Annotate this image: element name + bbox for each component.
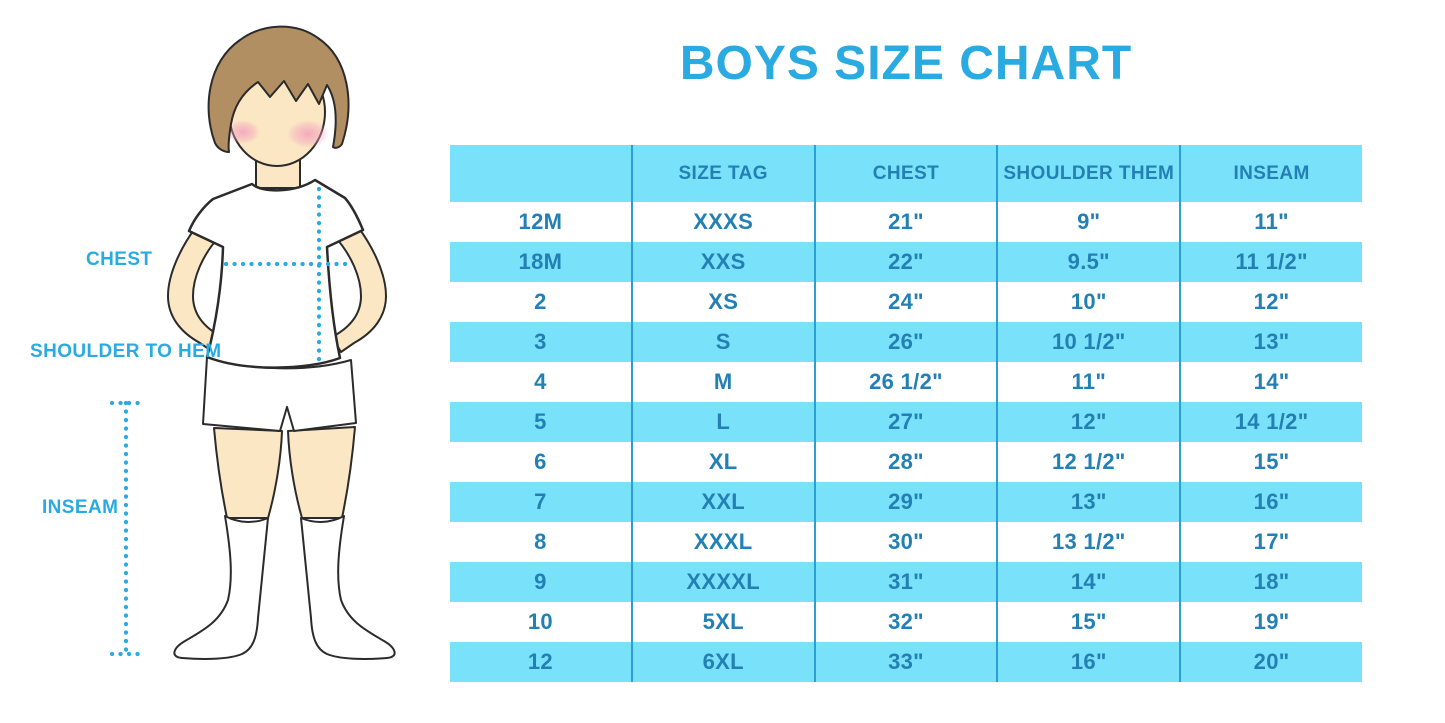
table-cell: M — [633, 362, 816, 402]
table-cell: XL — [633, 442, 816, 482]
table-cell: 3 — [450, 322, 633, 362]
table-row: 12 6XL 33" 16" 20" — [450, 642, 1362, 682]
table-cell: 14 1/2" — [1234, 409, 1309, 434]
table-cell: 6 — [450, 442, 633, 482]
header-cell: INSEAM — [1233, 162, 1310, 184]
right-sock — [300, 515, 396, 660]
table-cell: 16" — [1253, 489, 1290, 514]
table-cell: 10 — [450, 602, 633, 642]
table-cell: 22" — [816, 242, 999, 282]
table-cell: S — [633, 322, 816, 362]
table-cell: 7 — [450, 482, 633, 522]
size-chart-table: SIZE TAG CHEST SHOULDER THEM INSEAM 12M XXXS 2… — [450, 145, 1362, 682]
boy-illustration — [109, 25, 396, 660]
table-cell: 31" — [816, 562, 999, 602]
table-cell: 14" — [1253, 369, 1290, 394]
header-cell: SIZE TAG — [633, 145, 816, 202]
table-cell: 4 — [450, 362, 633, 402]
table-row: 5 L 27" 12" 14 1/2" — [450, 402, 1362, 442]
table-cell: 12" — [998, 402, 1182, 442]
table-cell: 10 1/2" — [998, 322, 1182, 362]
table-cell: 13" — [998, 482, 1182, 522]
table-cell: 18M — [450, 242, 633, 282]
table-cell: 14" — [998, 562, 1182, 602]
table-row: 8 XXXL 30" 13 1/2" 17" — [450, 522, 1362, 562]
table-row: 3 S 26" 10 1/2" 13" — [450, 322, 1362, 362]
header-cell — [450, 145, 633, 202]
table-row: 2 XS 24" 10" 12" — [450, 282, 1362, 322]
table-row: 4 M 26 1/2" 11" 14" — [450, 362, 1362, 402]
table-cell: XXXS — [633, 202, 816, 242]
table-cell: 18" — [1253, 569, 1290, 594]
table-cell: 10" — [998, 282, 1182, 322]
table-cell: 5XL — [633, 602, 816, 642]
left-sock — [173, 515, 269, 660]
table-cell: 12 1/2" — [998, 442, 1182, 482]
table-cell: 15" — [998, 602, 1182, 642]
table-cell: XXXXL — [633, 562, 816, 602]
table-cell: 17" — [1253, 529, 1290, 554]
table-cell: 12" — [1253, 289, 1290, 314]
right-leg — [287, 426, 356, 519]
table-cell: 20" — [1253, 649, 1290, 674]
table-row: 18M XXS 22" 9.5" 11 1/2" — [450, 242, 1362, 282]
table-cell: XS — [633, 282, 816, 322]
hair-shape — [207, 25, 350, 153]
table-row: 7 XXL 29" 13" 16" — [450, 482, 1362, 522]
table-cell: 26 1/2" — [816, 362, 999, 402]
table-cell: 9.5" — [998, 242, 1182, 282]
table-cell: 11" — [1254, 209, 1289, 234]
table-cell: 28" — [816, 442, 999, 482]
table-cell: 26" — [816, 322, 999, 362]
table-cell: 9 — [450, 562, 633, 602]
table-header-row: SIZE TAG CHEST SHOULDER THEM INSEAM — [450, 145, 1362, 202]
table-cell: 30" — [816, 522, 999, 562]
table-cell: 29" — [816, 482, 999, 522]
table-cell: 11 1/2" — [1235, 249, 1308, 274]
table-cell: XXL — [633, 482, 816, 522]
table-cell: 2 — [450, 282, 633, 322]
table-cell: 11" — [998, 362, 1182, 402]
table-cell: 13" — [1253, 329, 1290, 354]
table-row: 12M XXXS 21" 9" 11" — [450, 202, 1362, 242]
table-cell: 27" — [816, 402, 999, 442]
table-cell: 24" — [816, 282, 999, 322]
page-title: BOYS SIZE CHART — [679, 37, 1133, 90]
table-cell: 33" — [816, 642, 999, 682]
table-cell: 21" — [816, 202, 999, 242]
table-row: 6 XL 28" 12 1/2" 15" — [450, 442, 1362, 482]
table-cell: 19" — [1253, 609, 1290, 634]
tshirt-shape — [187, 178, 365, 369]
table-cell: 8 — [450, 522, 633, 562]
left-cheek — [226, 120, 260, 144]
table-row: 10 5XL 32" 15" 19" — [450, 602, 1362, 642]
header-cell: SHOULDER THEM — [998, 145, 1182, 202]
table-cell: 15" — [1253, 449, 1290, 474]
table-cell: 5 — [450, 402, 633, 442]
table-cell: 12M — [450, 202, 633, 242]
right-cheek — [287, 120, 329, 148]
shoulder-to-hem-label: SHOULDER TO HEM — [30, 341, 222, 362]
left-leg — [213, 427, 283, 519]
table-row: 9 XXXXL 31" 14" 18" — [450, 562, 1362, 602]
table-cell: XXXL — [633, 522, 816, 562]
table-cell: XXS — [633, 242, 816, 282]
table-cell: 13 1/2" — [998, 522, 1182, 562]
table-cell: 9" — [998, 202, 1182, 242]
table-cell: 12 — [450, 642, 633, 682]
table-cell: 6XL — [633, 642, 816, 682]
right-arm — [331, 226, 387, 353]
table-cell: 16" — [998, 642, 1182, 682]
inseam-label: INSEAM — [42, 497, 119, 518]
chest-label: CHEST — [86, 249, 153, 270]
table-cell: 32" — [816, 602, 999, 642]
table-cell: L — [633, 402, 816, 442]
header-cell: CHEST — [816, 145, 999, 202]
